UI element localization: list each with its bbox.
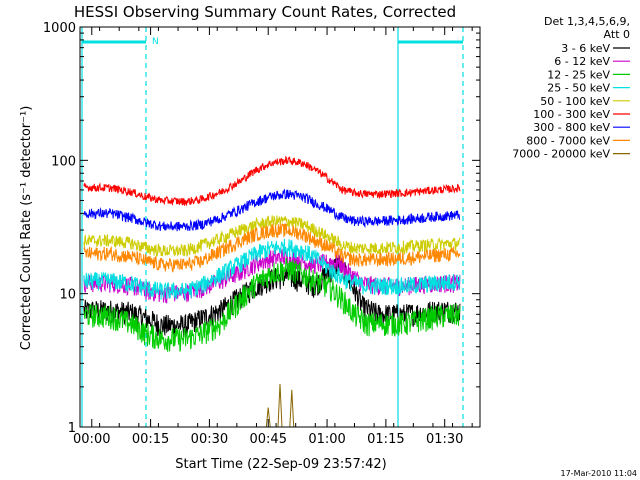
y-tick-label: 1 (68, 421, 76, 436)
legend-label-12-25-kev: 12 - 25 keV (547, 68, 610, 81)
plot-frame (79, 26, 481, 428)
series-line-100-300-kev (83, 155, 461, 206)
series-line-25-50-kev (83, 238, 461, 301)
legend-header-line-2: Att 0 (604, 28, 630, 41)
y-tick-label: 1000 (43, 21, 76, 36)
legend-label-800-7000-kev: 800 - 7000 keV (526, 134, 610, 147)
x-tick-label: 00:00 (73, 432, 110, 447)
legend-label-300-800-kev: 300 - 800 keV (533, 121, 610, 134)
legend-label-50-100-kev: 50 - 100 keV (540, 95, 610, 108)
series-line-12-25-kev (83, 258, 461, 352)
series-line-50-100-kev (83, 215, 461, 257)
x-tick-label: 01:30 (426, 432, 463, 447)
legend-label-100-300-kev: 100 - 300 keV (533, 108, 610, 121)
legend-label-3-6-kev: 3 - 6 keV (561, 42, 610, 55)
flag-letter: N (152, 37, 159, 47)
y-axis-label: Corrected Count Rate (s⁻¹ detector⁻¹) (19, 106, 34, 351)
timestamp: 17-Mar-2010 11:04 (561, 469, 638, 478)
series-line-3-6-kev (83, 256, 461, 338)
x-tick-label: 01:00 (308, 432, 345, 447)
y-tick-label: 10 (59, 288, 76, 303)
legend-label-7000-20000-kev: 7000 - 20000 keV (512, 148, 610, 161)
series-line-7000-20000-kev (265, 383, 295, 428)
x-axis: 00:00 00:15 00:30 00:45 01:00 01:15 01:30 (73, 27, 473, 447)
x-tick-label: 00:45 (250, 432, 287, 447)
x-tick-label: 00:30 (191, 432, 228, 447)
x-tick-label: 01:15 (367, 432, 404, 447)
x-tick-label: 00:15 (132, 432, 169, 447)
series-line-300-800-kev (83, 188, 461, 232)
chart-title: HESSI Observing Summary Count Rates, Cor… (74, 3, 456, 21)
legend-header-line-1: Det 1,3,4,5,6,9, (544, 15, 630, 28)
y-tick-label: 100 (51, 154, 76, 169)
y-axis: 1 10 100 1000 (43, 21, 480, 436)
x-axis-label: Start Time (22-Sep-09 23:57:42) (175, 457, 386, 472)
legend-label-6-12-kev: 6 - 12 keV (554, 55, 610, 68)
series-line-800-7000-kev (83, 222, 461, 273)
legend-label-25-50-kev: 25 - 50 keV (547, 82, 610, 95)
data-series (83, 155, 461, 428)
